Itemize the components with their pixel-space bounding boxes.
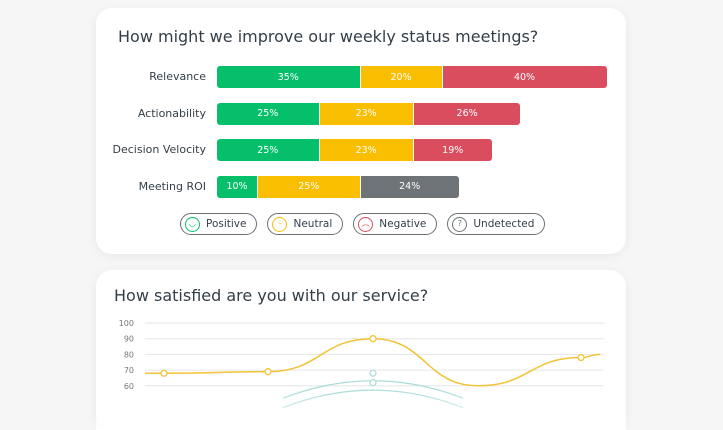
bar-segment-positive[interactable]: 25% bbox=[217, 139, 320, 161]
data-point bbox=[369, 379, 377, 387]
series-line bbox=[145, 337, 601, 387]
satisfaction-card: How satisfied are you with our service? … bbox=[96, 270, 626, 430]
legend-item-undetected[interactable]: ? Undetected bbox=[447, 213, 546, 235]
bar-segment-positive[interactable]: 35% bbox=[217, 66, 361, 88]
bar-segment-undetected[interactable]: 24% bbox=[360, 175, 459, 198]
legend-label: Neutral bbox=[293, 218, 333, 230]
chart-title: How might we improve our weekly status m… bbox=[118, 27, 539, 46]
stacked-bar: 25% 23% 26% bbox=[217, 102, 521, 125]
y-tick-label: 60 bbox=[124, 382, 134, 391]
smile-icon: ◡ bbox=[185, 216, 200, 232]
neutral-face-icon: – bbox=[272, 216, 288, 232]
legend-label: Positive bbox=[206, 218, 247, 230]
bar-segment-neutral[interactable]: 20% bbox=[360, 66, 443, 88]
bar-segment-positive[interactable]: 10% bbox=[217, 175, 258, 198]
y-tick-label: 80 bbox=[124, 350, 134, 359]
category-label: Decision Velocity bbox=[112, 143, 206, 156]
y-tick-label: 90 bbox=[124, 335, 134, 344]
stacked-bar: 35% 20% 40% bbox=[217, 66, 607, 88]
category-label: Actionability bbox=[137, 106, 206, 120]
data-point bbox=[369, 369, 377, 377]
bar-segment-positive[interactable]: 25% bbox=[217, 102, 320, 125]
legend-item-positive[interactable]: ◡ Positive bbox=[180, 213, 258, 235]
legend: ◡ Positive – Neutral ︵ Negative? Undetected bbox=[180, 213, 546, 235]
data-point bbox=[264, 368, 272, 376]
bar-segment-neutral[interactable]: 23% bbox=[319, 139, 414, 161]
frown-icon: ︵ bbox=[358, 216, 374, 232]
category-label: Relevance bbox=[149, 70, 206, 83]
question-icon: ? bbox=[452, 216, 468, 232]
y-tick-label: 100 bbox=[119, 319, 134, 328]
data-point bbox=[369, 335, 377, 343]
y-tick-label: 70 bbox=[124, 366, 134, 375]
bar-segment-neutral[interactable]: 23% bbox=[319, 102, 414, 125]
legend-label: Negative bbox=[379, 218, 427, 230]
sentiment-card: How might we improve our weekly status m… bbox=[96, 8, 626, 254]
legend-item-negative[interactable]: ︵ Negative bbox=[353, 213, 438, 235]
stacked-bar: 25% 23% 19% bbox=[217, 139, 492, 161]
legend-label: Undetected bbox=[473, 218, 535, 230]
bar-segment-negative[interactable]: 26% bbox=[413, 102, 521, 125]
data-point bbox=[577, 353, 585, 362]
chart-title: How satisfied are you with our service? bbox=[114, 286, 429, 305]
data-point bbox=[160, 369, 168, 377]
stacked-bar: 10% 25% 24% bbox=[217, 175, 459, 198]
bar-segment-negative[interactable]: 40% bbox=[442, 66, 607, 88]
bar-segment-neutral[interactable]: 25% bbox=[258, 175, 361, 198]
legend-item-neutral[interactable]: – Neutral bbox=[267, 213, 344, 235]
bar-segment-negative[interactable]: 19% bbox=[413, 139, 492, 161]
category-label: Meeting ROI bbox=[138, 179, 206, 193]
